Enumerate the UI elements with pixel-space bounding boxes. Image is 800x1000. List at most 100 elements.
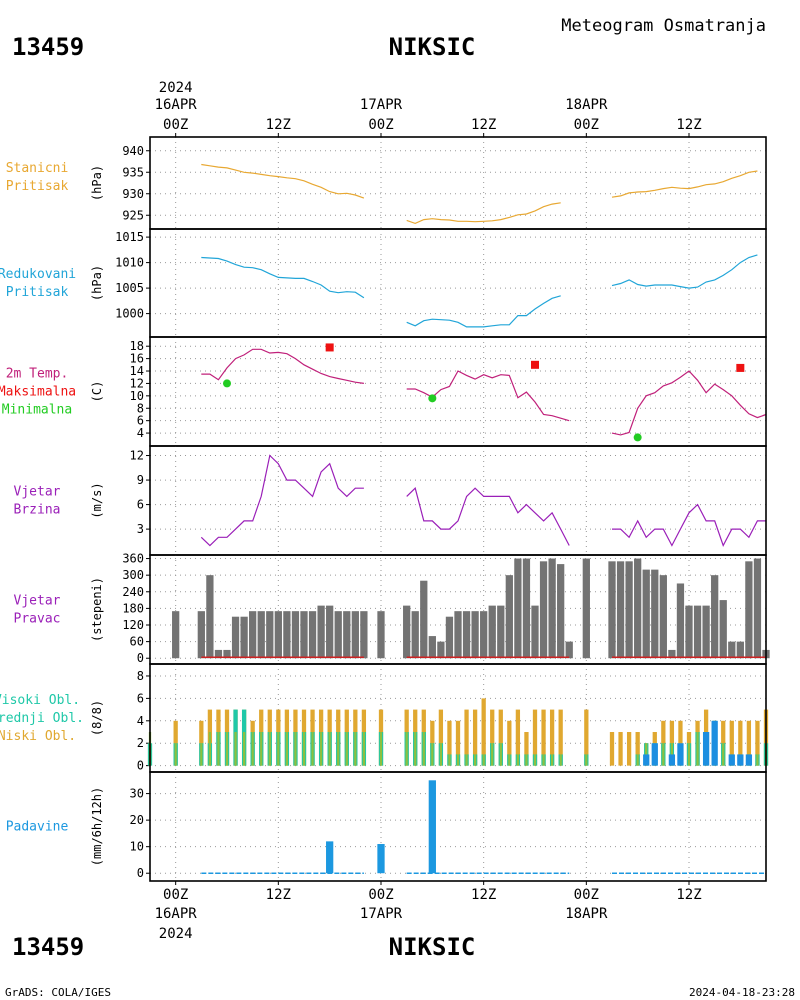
cloud-blue-bar <box>728 754 735 766</box>
cloud-low-bar <box>584 709 589 766</box>
time-label: 16APR <box>155 97 198 113</box>
data-bar <box>351 611 359 659</box>
cloud-blue-bar <box>711 720 718 766</box>
cloud-mid-bar <box>696 732 699 766</box>
cloud-blue-bar <box>643 754 650 766</box>
y-tick-label: 30 <box>130 787 144 801</box>
cloud-mid-bar <box>414 732 417 766</box>
cloud-mid-bar <box>662 743 665 766</box>
time-label: 00Z <box>163 117 188 133</box>
data-bar <box>283 611 291 659</box>
y-tick-label: 18 <box>130 339 144 353</box>
data-bar <box>480 611 488 659</box>
time-label: 12Z <box>676 117 701 133</box>
chart-title: Meteogram Osmatranja <box>561 16 766 36</box>
cloud-blue-bar <box>651 743 658 766</box>
y-tick-label: 3 <box>137 522 144 536</box>
data-bar <box>454 611 462 659</box>
y-tick-label: 240 <box>122 585 144 599</box>
panel-wind_dir: 0 60 120 180 240 300 360 (stepeni) Vjetar Pravac <box>14 552 770 665</box>
data-bar <box>462 611 471 659</box>
data-bar <box>257 611 265 659</box>
y-axis-label: (hPa) <box>90 265 104 301</box>
data-bar <box>676 583 685 659</box>
data-bar <box>634 558 642 659</box>
cloud-low-bar <box>609 732 615 766</box>
cloud-low-bar <box>541 709 546 766</box>
cloud-mid-bar <box>362 732 366 766</box>
tmax-marker <box>531 360 539 369</box>
time-label: 12Z <box>676 887 701 903</box>
time-label: 17APR <box>360 97 403 113</box>
series-line <box>611 170 758 198</box>
y-axis-label: (mm/6h/12h) <box>90 787 104 866</box>
data-bar <box>437 641 445 659</box>
cloud-blue-bar <box>737 754 744 766</box>
series-line <box>200 454 364 547</box>
y-tick-label: 8 <box>137 401 144 415</box>
cloud-low-bar <box>447 720 452 766</box>
y-tick-label: 300 <box>122 568 144 582</box>
series-line <box>406 487 570 546</box>
panel-label: Padavine <box>6 820 69 835</box>
cloud-mid-bar <box>756 754 759 766</box>
cloud-low-bar <box>430 720 435 766</box>
tmin-marker <box>223 379 231 388</box>
data-bar <box>497 605 505 659</box>
y-tick-label: 360 <box>122 552 144 566</box>
cloud-low-bar <box>490 709 495 766</box>
cloud-mid-bar <box>234 732 237 766</box>
panel-label: Minimalna <box>2 403 72 418</box>
cloud-blue-bar <box>677 743 684 766</box>
cloud-mid-bar <box>285 732 289 766</box>
y-tick-label: 10 <box>130 840 144 854</box>
data-bar <box>172 611 180 659</box>
cloud-low-bar <box>626 732 632 766</box>
cloud-mid-bar <box>533 754 537 766</box>
time-label: 00Z <box>368 887 393 903</box>
panel-label: Pravac <box>14 612 61 627</box>
cloud-low-bar <box>472 709 478 766</box>
cloud-low-bar <box>464 709 469 766</box>
time-label: 16APR <box>155 906 198 922</box>
footer-credit: GrADS: COLA/IGES <box>5 986 111 999</box>
cloud-mid-bar <box>208 732 212 766</box>
cloud-mid-bar <box>294 732 297 766</box>
cloud-low-bar <box>507 720 512 766</box>
data-bar <box>539 561 548 659</box>
data-bar <box>231 616 240 659</box>
data-bar <box>445 616 454 659</box>
tmin-marker <box>633 433 642 442</box>
tmax-marker <box>736 363 745 372</box>
series-line <box>612 503 766 548</box>
data-bar <box>522 558 531 659</box>
cloud-mid-bar <box>439 743 443 766</box>
data-bar <box>736 641 744 659</box>
data-bar <box>377 844 385 874</box>
y-tick-label: 120 <box>122 618 144 632</box>
cloud-mid-bar <box>516 754 520 766</box>
time-label: 00Z <box>368 117 393 133</box>
cloud-mid-bar <box>636 754 639 766</box>
data-bar <box>197 611 205 659</box>
panel-frame <box>149 228 767 338</box>
data-bar <box>223 649 231 659</box>
cloud-mid-bar <box>431 743 434 766</box>
y-tick-label: 0 <box>137 866 144 880</box>
panel-frame <box>149 336 767 447</box>
cloud-low-bar <box>481 698 486 766</box>
series-line <box>201 348 364 384</box>
panel-station_pressure: 925 930 935 940 (hPa) Stanicni Pritisak <box>6 136 767 230</box>
cloud-mid-bar <box>217 732 220 766</box>
panel-label: Vjetar <box>14 485 61 500</box>
y-tick-label: 12 <box>130 376 144 390</box>
data-bar <box>531 605 539 659</box>
data-bar <box>728 641 736 659</box>
data-bar <box>745 561 753 659</box>
station-name-top: NIKSIC <box>389 33 476 61</box>
series-line <box>611 254 758 289</box>
cloud-low-bar <box>438 709 444 766</box>
y-tick-label: 14 <box>130 364 144 378</box>
data-bar <box>214 649 223 659</box>
